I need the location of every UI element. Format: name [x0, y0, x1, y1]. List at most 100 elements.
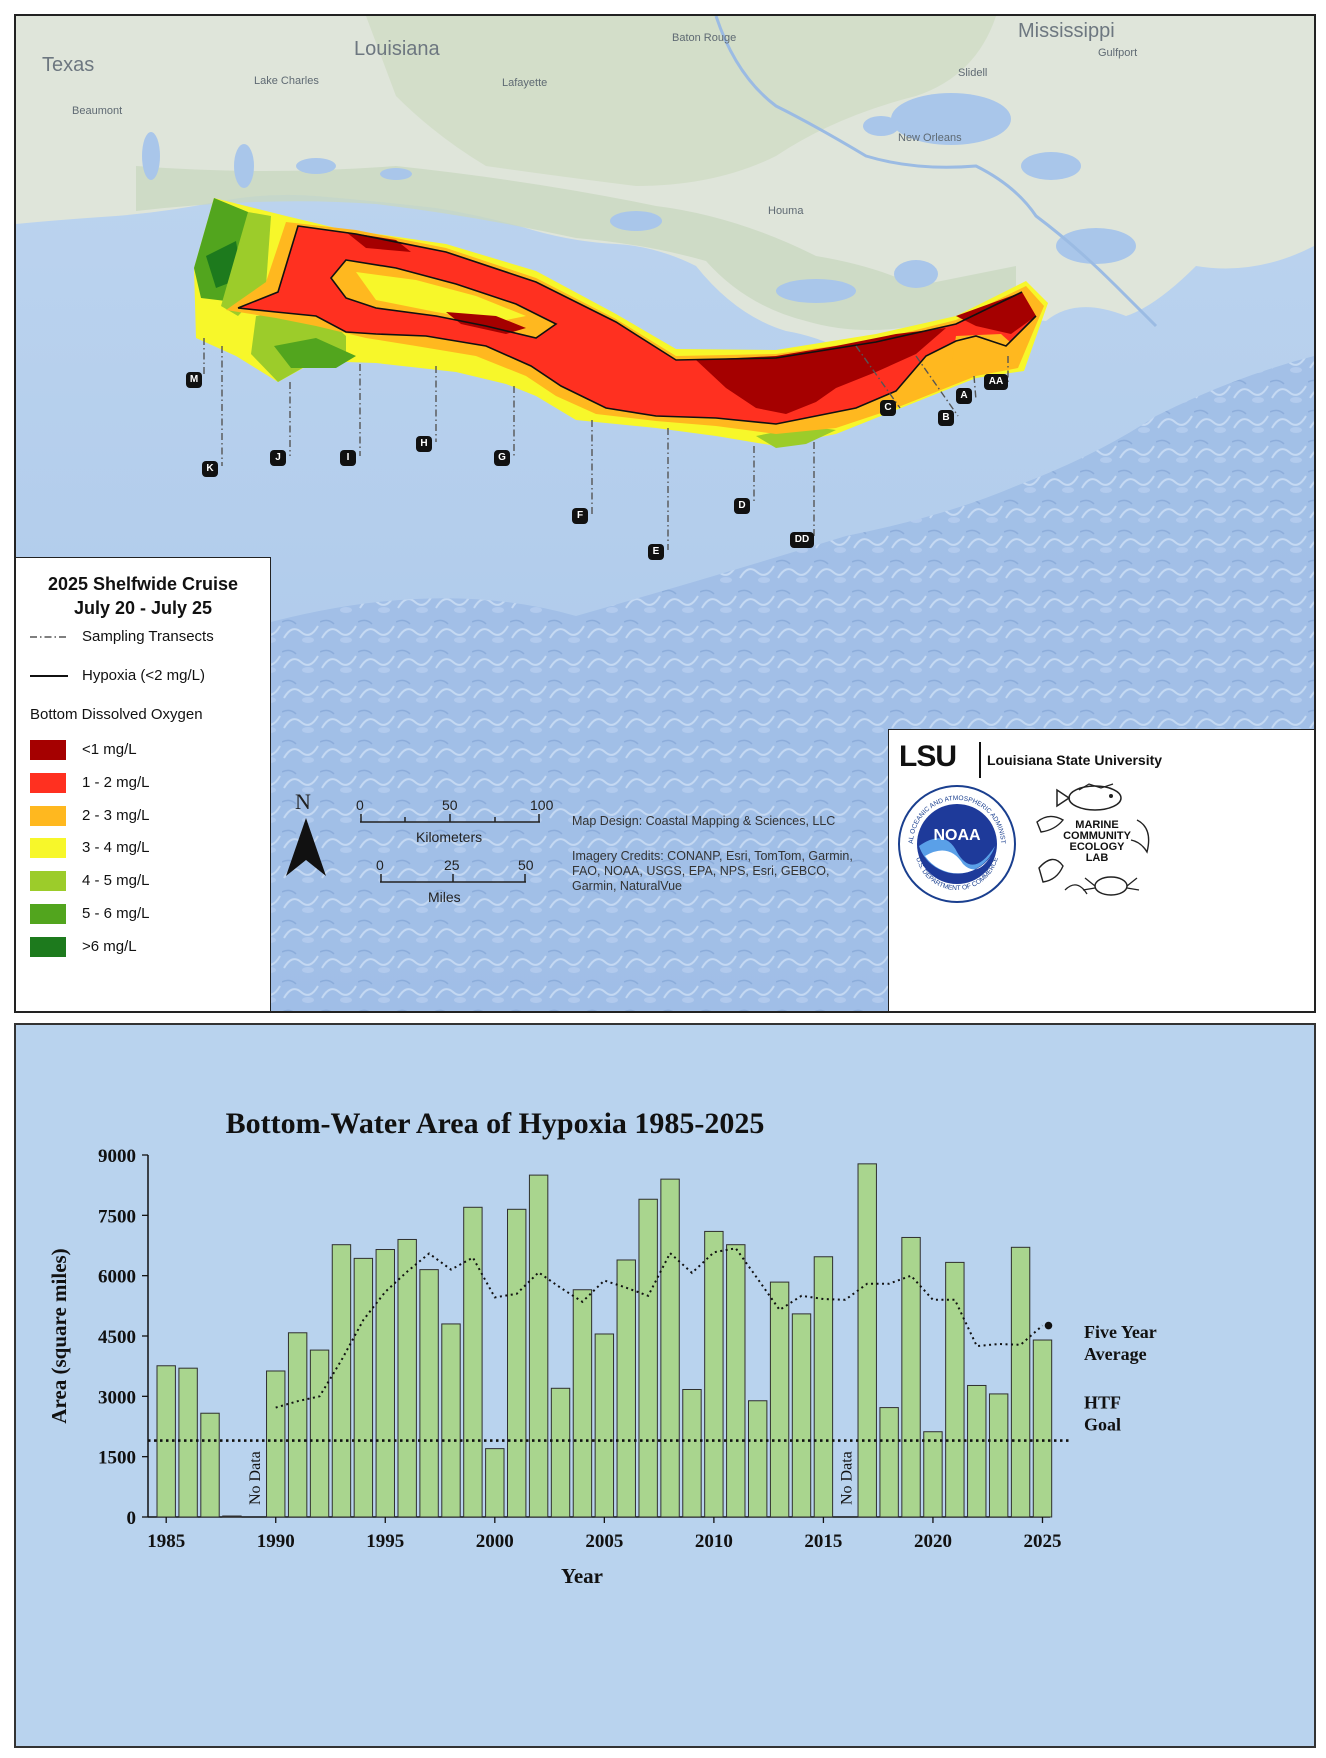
bar-2005	[594, 1333, 615, 1518]
htf-goal-label-line2: Goal	[1084, 1414, 1121, 1434]
label-beaumont: Beaumont	[72, 105, 123, 117]
x-tick-label: 2010	[695, 1531, 733, 1552]
legend-do-heading: Bottom Dissolved Oxygen	[30, 706, 203, 723]
legend-class-label: 2 - 3 mg/L	[82, 806, 150, 824]
mcel-line2: COMMUNITY	[1063, 830, 1131, 842]
bar-2004	[572, 1289, 593, 1518]
zone-under-1-central	[696, 328, 946, 414]
hypoxia-line-symbol	[30, 675, 68, 677]
bar-2009	[682, 1388, 702, 1518]
y-tick-label: 9000	[98, 1146, 136, 1167]
y-tick-label: 4500	[98, 1327, 136, 1348]
y-tick-label: 6000	[98, 1267, 136, 1288]
label-slidell: Slidell	[958, 67, 988, 79]
lake-pontchartrain	[891, 93, 1011, 145]
bar-2025	[1032, 1339, 1053, 1518]
five-year-average-line	[275, 1247, 1044, 1409]
legend-swatch	[30, 904, 66, 924]
credit-imagery-3: Garmin, NaturalVue	[572, 879, 682, 893]
scale-bar-km	[360, 814, 540, 823]
label-houma: Houma	[768, 205, 804, 217]
transect-label-aa: AA	[984, 374, 1008, 390]
bar-2019	[901, 1236, 921, 1518]
transect-line-b	[915, 355, 959, 417]
y-tick-label: 3000	[98, 1387, 136, 1408]
x-tick-label: 2015	[804, 1531, 842, 1552]
legend-title-line2: July 20 - July 25	[73, 598, 213, 618]
transect-label-m: M	[186, 372, 202, 388]
zone-5-6-south	[274, 338, 356, 368]
x-tick-label: 2020	[914, 1531, 952, 1552]
zone-3-4-tongue-inner	[356, 272, 526, 322]
zone-under-1-north	[346, 232, 411, 252]
bar-2002	[528, 1174, 549, 1518]
grand-lake	[296, 158, 336, 174]
white-lake	[380, 168, 412, 180]
label-lafayette: Lafayette	[502, 77, 548, 89]
credit-design: Map Design: Coastal Mapping & Sciences, …	[572, 814, 836, 828]
transect-label-a: A	[956, 388, 972, 404]
legend-swatch	[30, 740, 66, 760]
transect-label-h: H	[416, 436, 432, 452]
bar-2001	[507, 1208, 527, 1518]
mcel-text: MARINE COMMUNITY ECOLOGY LAB	[1057, 820, 1137, 864]
x-tick-label: 1990	[257, 1531, 295, 1552]
hypoxia-bar-chart: 0 1500 3000 4500 6000 7500 9000 1985 1990 1995 200…	[47, 1146, 1157, 1588]
mcel-line4: LAB	[1085, 852, 1109, 864]
legend-class-label: 1 - 2 mg/L	[82, 773, 150, 791]
x-tick-label: 2025	[1023, 1531, 1061, 1552]
bar-2022	[967, 1384, 987, 1518]
lsu-divider	[979, 742, 981, 778]
five-year-label-line1: Five Year	[1084, 1322, 1157, 1342]
htf-goal-label-line1: HTF	[1084, 1392, 1121, 1412]
atchafalaya-bay	[610, 211, 662, 231]
bar-1999	[463, 1206, 483, 1518]
transect-label-j: J	[270, 450, 286, 466]
scale-mi-25: 25	[444, 857, 460, 873]
inland-vegetation	[366, 16, 996, 186]
bar-2000	[485, 1448, 505, 1518]
scale-bar-miles	[380, 874, 526, 883]
legend-title-line1: 2025 Shelfwide Cruise	[47, 574, 239, 594]
bar-1988	[222, 1515, 242, 1518]
mcel-line1: MARINE	[1075, 819, 1119, 831]
credit-imagery-1: Imagery Credits: CONANP, Esri, TomTom, G…	[572, 849, 853, 863]
bar-2011	[726, 1244, 746, 1518]
north-arrow-icon	[286, 818, 326, 876]
transect-label-d: D	[734, 498, 750, 514]
y-tick-label: 1500	[98, 1448, 136, 1469]
bar-2023	[988, 1393, 1009, 1518]
legend-class-label: 4 - 5 mg/L	[82, 872, 150, 890]
legend-swatch	[30, 871, 66, 892]
mcel-line3: ECOLOGY	[1069, 841, 1125, 853]
credit-imagery-2: FAO, NOAA, USGS, EPA, NPS, Esri, GEBCO,	[572, 864, 830, 878]
logo-panel: LSU Louisiana State University NOAA NATI…	[888, 729, 1314, 1011]
bar-1998	[441, 1323, 461, 1518]
legend-swatch	[30, 772, 66, 793]
breton-sound	[1056, 228, 1136, 264]
hypoxia-chart-panel: Bottom-Water Area of Hypoxia 1985-2025 0…	[14, 1023, 1316, 1748]
bar-1993	[331, 1244, 352, 1518]
zone-2-3-east	[952, 334, 1020, 372]
noaa-mark: NOAA	[933, 827, 981, 844]
bar-2020	[923, 1431, 943, 1518]
bar-1996	[397, 1238, 417, 1518]
zone-under-1-west	[446, 312, 526, 334]
map-legend: 2025 Shelfwide Cruise July 20 - July 25 …	[16, 557, 271, 1011]
five-year-label-line2: Average	[1084, 1344, 1147, 1364]
bar-2015	[813, 1256, 834, 1518]
bar-1994	[353, 1257, 374, 1518]
zone-under-1-east	[956, 292, 1036, 334]
bar-2012	[747, 1400, 768, 1518]
legend-swatch	[30, 805, 66, 826]
scale-mi-50: 50	[518, 857, 534, 873]
transect-label-e: E	[648, 544, 664, 560]
bar-2007	[638, 1198, 658, 1518]
label-gulfport: Gulfport	[1098, 47, 1138, 59]
lsu-logo: LSU	[899, 740, 957, 773]
fish-crab-icon	[1036, 783, 1150, 896]
transect-label-i: I	[340, 450, 356, 466]
scale-km-50: 50	[442, 797, 458, 813]
transect-label-f: F	[572, 508, 588, 524]
sabine-lake	[142, 132, 160, 180]
